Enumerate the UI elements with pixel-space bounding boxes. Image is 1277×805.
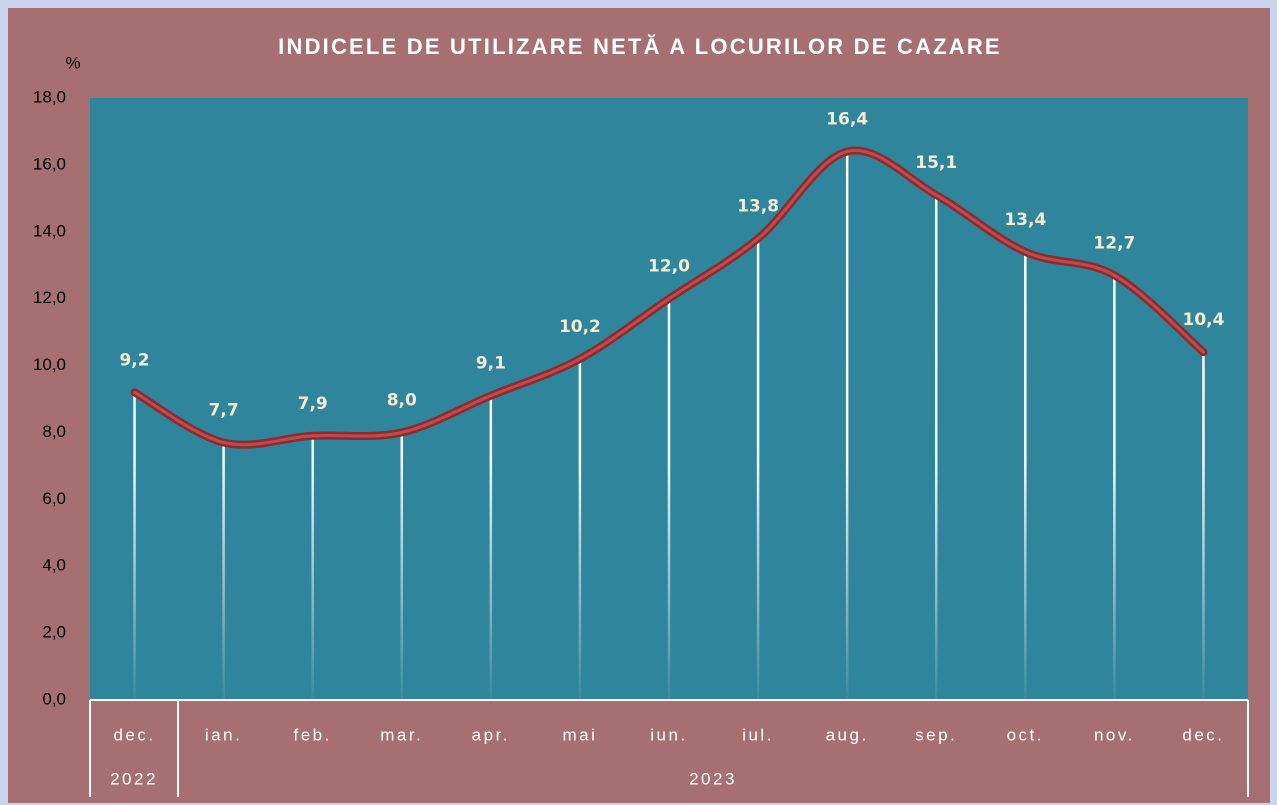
y-tick-label: 4,0: [42, 556, 66, 575]
y-tick-label: 12,0: [33, 288, 66, 307]
x-tick-label: aug.: [826, 725, 869, 744]
value-label: 7,9: [298, 394, 328, 414]
x-tick-label: sep.: [915, 725, 957, 744]
value-label: 13,8: [737, 196, 779, 216]
value-label: 10,4: [1182, 310, 1224, 330]
x-tick-label: iul.: [742, 725, 774, 744]
y-tick-label: 16,0: [33, 154, 66, 173]
y-axis-unit: %: [65, 53, 80, 72]
group-label: 2023: [689, 769, 737, 788]
line: [133, 149, 1205, 447]
value-label: 13,4: [1004, 210, 1046, 230]
value-label: 16,4: [826, 110, 868, 130]
y-tick-label: 8,0: [42, 422, 66, 441]
y-tick-label: 6,0: [42, 489, 66, 508]
y-tick-label: 0,0: [42, 689, 66, 708]
value-label: 12,7: [1093, 233, 1135, 253]
y-tick-label: 18,0: [33, 87, 66, 106]
group-label: 2022: [110, 769, 158, 788]
x-tick-label: apr.: [472, 725, 510, 744]
y-tick-label: 10,0: [33, 355, 66, 374]
chart-title: INDICELE DE UTILIZARE NETĂ A LOCURILOR D…: [278, 34, 1002, 59]
x-tick-label: dec.: [1182, 725, 1224, 744]
x-tick-label: mar.: [380, 725, 423, 744]
value-label: 12,0: [648, 257, 690, 277]
value-label: 9,1: [476, 354, 506, 374]
value-label: 9,2: [119, 350, 149, 370]
x-tick-label: iun.: [650, 725, 687, 744]
x-tick-label: feb.: [294, 725, 332, 744]
x-tick-label: dec.: [113, 725, 155, 744]
value-label: 10,2: [559, 317, 601, 337]
x-tick-label: ian.: [205, 725, 242, 744]
x-tick-label: mai: [562, 725, 597, 744]
x-tick-label: oct.: [1007, 725, 1044, 744]
y-tick-label: 2,0: [42, 623, 66, 642]
y-tick-label: 14,0: [33, 221, 66, 240]
value-label: 8,0: [387, 390, 417, 410]
value-label: 7,7: [209, 400, 239, 420]
value-label: 15,1: [915, 153, 957, 173]
x-tick-label: nov.: [1094, 725, 1135, 744]
